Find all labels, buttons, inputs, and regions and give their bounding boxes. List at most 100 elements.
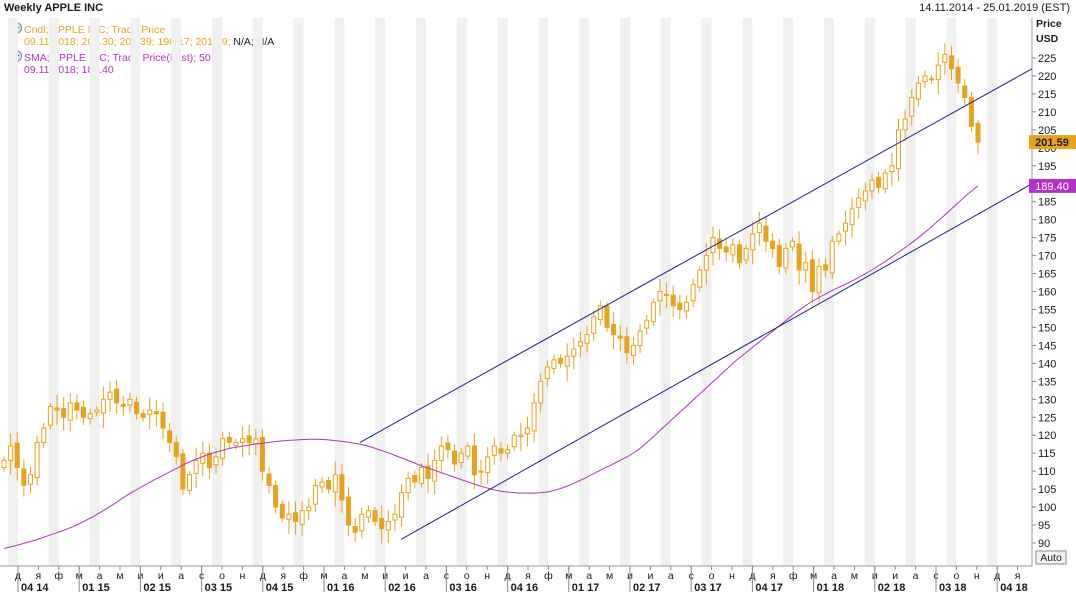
candle-body [286, 513, 292, 520]
candle-body [8, 445, 14, 461]
x-quarter-label: 04 18 [1000, 582, 1028, 592]
month-band [742, 18, 753, 566]
candle-body [531, 402, 537, 432]
y-tick-label: 180 [1038, 215, 1056, 227]
candle-body [823, 264, 829, 271]
y-tick-label: 205 [1038, 125, 1056, 137]
candle-body [213, 456, 219, 466]
candle-body [246, 435, 252, 443]
x-quarter-label: 02 16 [388, 582, 416, 592]
x-quarter-label: 02 17 [633, 582, 661, 592]
x-quarter-label: 01 17 [572, 582, 600, 592]
candle-body [968, 97, 974, 127]
candle-body [266, 473, 272, 487]
x-month-label: я [280, 570, 286, 582]
y-tick-label: 115 [1038, 448, 1056, 460]
candle-body [862, 190, 868, 202]
candle-body [187, 474, 193, 492]
candle-body [21, 468, 27, 487]
y-axis-label-price: Price [1036, 18, 1062, 30]
channel-lower-line[interactable] [400, 183, 1033, 540]
candle-body [836, 233, 842, 242]
date-range: 14.11.2014 - 25.01.2019 (EST) [919, 2, 1070, 14]
candle-body [683, 301, 689, 312]
candle-body [577, 341, 583, 347]
candle-body [452, 450, 458, 465]
x-quarter-label: 01 15 [82, 582, 110, 592]
candle-body [379, 518, 385, 530]
x-month-label: а [178, 570, 184, 582]
candle-body [962, 85, 968, 99]
x-month-label: о [953, 570, 959, 582]
x-month-label: о [219, 570, 225, 582]
candle-body [915, 82, 921, 100]
candle-body [167, 430, 173, 443]
candle-body [770, 240, 776, 249]
x-month-label: н [239, 570, 245, 582]
candle-body [544, 366, 550, 379]
candle-body [100, 398, 106, 414]
x-quarter-label: 03 16 [449, 582, 477, 592]
candle-body [803, 262, 809, 271]
candle-body [591, 316, 597, 334]
candle-body [611, 324, 617, 336]
x-quarter-label: 01 16 [327, 582, 355, 592]
candle-body [564, 355, 570, 367]
auto-button[interactable]: Auto [1035, 550, 1067, 565]
candle-body [849, 208, 855, 226]
x-month-label: м [851, 570, 858, 582]
candle-body [650, 301, 656, 323]
y-tick-label: 215 [1038, 89, 1056, 101]
candle-body [365, 510, 371, 518]
x-quarter-label: 04 15 [266, 582, 294, 592]
x-month-label: я [36, 570, 42, 582]
month-band [783, 18, 794, 566]
candle-body [948, 55, 954, 70]
month-band [497, 18, 508, 566]
candle-body [226, 436, 232, 443]
candle-body [412, 474, 418, 483]
candle-body [829, 240, 835, 274]
candle-body [929, 78, 935, 81]
candle-body [498, 448, 504, 454]
candle-body [511, 434, 517, 448]
month-band [212, 18, 222, 566]
x-quarter-label: 03 15 [205, 582, 233, 592]
month-band [293, 18, 304, 566]
candle-body [935, 64, 941, 81]
sma-price-label: 189.40 [1035, 181, 1069, 193]
candle-body [736, 244, 742, 264]
x-month-label: а [423, 570, 429, 582]
candle-body [730, 244, 736, 256]
candle-body [690, 283, 696, 302]
channel-upper-line[interactable] [359, 68, 1033, 443]
candle-body [54, 407, 60, 411]
month-band [334, 18, 345, 566]
y-tick-label: 110 [1038, 466, 1056, 478]
candle-body [756, 222, 762, 234]
candle-body [538, 380, 544, 404]
x-axis-ticks: дяфмамииасондяфмамииасондяфмамииасондяфм… [15, 566, 1028, 592]
candle-body [34, 441, 40, 479]
x-month-label: м [116, 570, 123, 582]
y-tick-label: 125 [1038, 412, 1056, 424]
month-bands [8, 18, 998, 566]
candle-body [299, 510, 305, 525]
candle-body [644, 319, 650, 329]
month-band [48, 18, 59, 566]
y-tick-label: 225 [1038, 53, 1056, 65]
y-tick-label: 130 [1038, 394, 1056, 406]
x-quarter-label: 01 18 [817, 582, 845, 592]
candle-body [392, 513, 398, 521]
candle-body [697, 269, 703, 288]
candle-body [664, 293, 670, 296]
candle-body [47, 405, 53, 426]
x-quarter-label: 03 17 [694, 582, 722, 592]
y-tick-label: 100 [1038, 502, 1056, 514]
y-tick-label: 145 [1038, 340, 1056, 352]
month-band [579, 18, 590, 566]
candle-body [604, 305, 610, 328]
y-tick-label: 185 [1038, 197, 1056, 209]
